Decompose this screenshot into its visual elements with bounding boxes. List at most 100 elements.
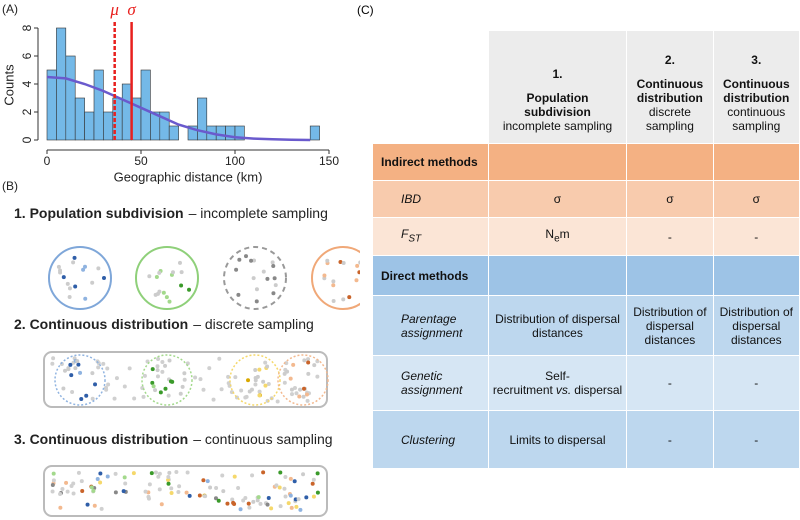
dot xyxy=(105,474,110,479)
fit-curve xyxy=(46,75,311,142)
dot xyxy=(164,295,169,300)
dot xyxy=(98,471,103,476)
column-name: Population subdivision xyxy=(524,91,591,119)
dot xyxy=(249,258,254,263)
dot xyxy=(169,490,174,495)
dot xyxy=(127,366,132,371)
heading-bold: 3. Continuous distribution xyxy=(14,431,188,447)
dot xyxy=(160,369,165,374)
cell: Limits to dispersal xyxy=(487,410,628,469)
column-header: 1. Population subdivision incomplete sampl… xyxy=(487,30,628,144)
method-row: Genetic assignment Self-recruitment vs. dis… xyxy=(372,355,800,411)
method-row: FST Nem - - xyxy=(372,217,800,256)
dot xyxy=(122,384,127,389)
method-row: Parentage assignment Distribution of disp… xyxy=(372,295,800,356)
dot xyxy=(261,470,266,475)
dot xyxy=(298,507,303,512)
dot xyxy=(174,470,179,475)
population-circle xyxy=(48,246,112,310)
dot xyxy=(84,393,89,398)
scenario-heading: 1. Population subdivision – incomplete sa… xyxy=(14,205,328,221)
dot xyxy=(106,382,111,387)
dot xyxy=(150,380,155,385)
dot xyxy=(292,479,297,484)
dot xyxy=(187,493,192,498)
bar xyxy=(121,83,132,141)
dot xyxy=(143,489,148,494)
dot xyxy=(214,486,219,491)
dot xyxy=(219,387,224,392)
dot xyxy=(269,506,274,511)
empty-cell xyxy=(487,255,628,296)
y-tick-label: 8 xyxy=(20,24,34,31)
dot xyxy=(187,287,192,292)
cell-text: Distribution of dispersal distances xyxy=(495,311,620,340)
dot xyxy=(207,366,212,371)
dot xyxy=(95,477,100,482)
dot xyxy=(92,503,97,508)
cell-text: e xyxy=(554,233,560,245)
dot xyxy=(179,270,184,275)
dot xyxy=(250,473,255,478)
section-row: Direct methods xyxy=(372,255,800,296)
population-circle xyxy=(311,246,360,310)
dot xyxy=(83,264,88,269)
cell-text: Distribution of dispersal distances xyxy=(719,304,793,347)
dot xyxy=(331,298,336,303)
dot xyxy=(123,481,128,486)
x-axis-label: Geographic distance (km) xyxy=(114,169,263,184)
dot xyxy=(90,371,95,376)
dot xyxy=(232,474,237,479)
dot xyxy=(80,489,85,494)
dot xyxy=(73,366,78,371)
cell-text: Limits to dispersal xyxy=(509,432,606,447)
dot xyxy=(358,260,360,265)
column-detail: continuous sampling xyxy=(727,105,786,133)
dot xyxy=(265,276,270,281)
dot xyxy=(302,358,307,363)
heading-rest: – incomplete sampling xyxy=(189,205,328,221)
dot xyxy=(99,506,104,511)
dot xyxy=(341,260,346,265)
dot xyxy=(347,295,352,300)
cell-text: F xyxy=(401,226,409,241)
sample-circle xyxy=(141,354,193,406)
dot xyxy=(65,281,70,286)
dot xyxy=(239,388,244,393)
dot xyxy=(341,297,346,302)
dot xyxy=(275,399,280,404)
dot xyxy=(156,474,161,479)
dot xyxy=(253,368,258,373)
cell-text: Genetic assignment xyxy=(401,369,463,397)
dot xyxy=(122,475,127,480)
dot xyxy=(167,358,172,363)
dot xyxy=(105,366,110,371)
dot xyxy=(64,480,69,485)
dot xyxy=(157,487,162,492)
dot xyxy=(217,356,222,361)
dot xyxy=(185,470,190,475)
dot xyxy=(355,263,360,268)
dot xyxy=(357,270,360,275)
dot xyxy=(112,396,117,401)
dot xyxy=(288,493,293,498)
row-label: Genetic assignment xyxy=(372,355,489,411)
dot xyxy=(153,470,158,475)
dot xyxy=(296,497,301,502)
bar xyxy=(215,125,226,141)
bar xyxy=(84,111,95,141)
row-label: FST xyxy=(372,217,489,256)
cell: - xyxy=(626,217,714,256)
dot xyxy=(114,376,119,381)
dot xyxy=(71,481,76,486)
dot xyxy=(197,493,202,498)
dot xyxy=(205,479,210,484)
dot xyxy=(132,396,137,401)
dot xyxy=(277,485,282,490)
dot xyxy=(113,490,118,495)
dot xyxy=(167,299,172,304)
dot xyxy=(257,389,262,394)
dot xyxy=(98,480,103,485)
methods-table: 1. Population subdivision incomplete sampl… xyxy=(372,30,800,469)
dot xyxy=(166,481,171,486)
